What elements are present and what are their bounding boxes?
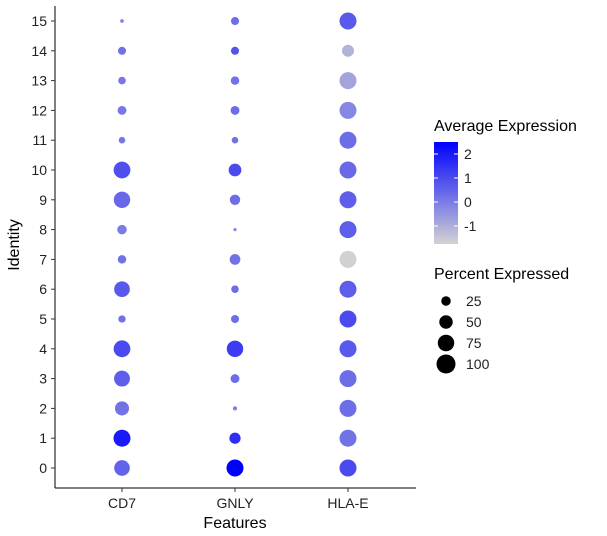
dot-cd7-1 [113, 429, 131, 447]
size-legend-label: 100 [466, 356, 490, 372]
y-tick-label: 4 [39, 341, 47, 357]
dot-cd7-13 [118, 76, 126, 85]
y-tick-label: 5 [39, 311, 47, 327]
size-legend-label: 75 [466, 335, 482, 351]
size-legend: Percent Expressed 25 50 75 100 [434, 266, 569, 374]
dot-hla-e-5 [339, 310, 357, 328]
y-axis-title: Identity [6, 219, 23, 271]
x-tick-label: GNLY [216, 495, 254, 511]
dot-gnly-8 [233, 227, 237, 232]
dot-cd7-3 [114, 370, 130, 387]
dot-cd7-12 [117, 105, 127, 115]
dot-hla-e-12 [339, 101, 357, 119]
size-legend-dot [436, 354, 456, 374]
size-legend-items: 25 50 75 100 [436, 293, 490, 374]
size-legend-label: 25 [466, 293, 482, 309]
dot-gnly-4 [226, 340, 244, 358]
dot-hla-e-8 [339, 221, 357, 239]
dot-cd7-5 [118, 315, 126, 323]
y-tick-label: 9 [39, 192, 47, 208]
color-legend-tick-label: 1 [464, 170, 472, 186]
dot-gnly-5 [230, 314, 240, 324]
y-tick-label: 8 [39, 222, 47, 238]
dot-gnly-7 [229, 254, 241, 265]
size-legend-dot [439, 315, 453, 329]
dot-gnly-2 [232, 406, 238, 411]
y-tick-label: 10 [31, 162, 47, 178]
dot-cd7-10 [113, 161, 131, 179]
dot-gnly-14 [230, 46, 240, 55]
x-axis-ticks: CD7 GNLY HLA-E [108, 488, 369, 511]
dot-hla-e-1 [339, 429, 357, 447]
x-tick-label: HLA-E [327, 495, 368, 511]
x-tick-label: CD7 [108, 495, 136, 511]
dot-hla-e-9 [339, 191, 357, 209]
y-tick-label: 14 [31, 43, 47, 59]
dot-cd7-14 [117, 46, 127, 55]
y-tick-label: 0 [39, 460, 47, 476]
y-tick-label: 13 [31, 73, 47, 89]
size-legend-title: Percent Expressed [434, 266, 569, 283]
dot-cd7-11 [118, 136, 126, 144]
dot-hla-e-15 [339, 12, 357, 30]
color-legend-tick-label: 0 [464, 194, 472, 210]
dot-gnly-1 [229, 432, 241, 444]
y-tick-label: 7 [39, 251, 47, 267]
y-tick-label: 12 [31, 102, 47, 118]
dot-hla-e-10 [339, 161, 357, 179]
dot-hla-e-11 [339, 131, 357, 149]
color-legend-bar [434, 142, 458, 244]
color-legend-tick-label: -1 [464, 218, 477, 234]
dot-cd7-6 [114, 281, 130, 298]
dot-gnly-10 [228, 163, 242, 177]
dot-cd7-15 [120, 19, 124, 23]
dot-cd7-2 [114, 401, 130, 416]
dot-gnly-13 [230, 76, 240, 85]
dot-gnly-9 [229, 194, 241, 205]
y-tick-label: 6 [39, 281, 47, 297]
dot-gnly-15 [230, 16, 240, 26]
dot-gnly-6 [231, 285, 239, 294]
dot-hla-e-0 [339, 459, 357, 477]
dot-cd7-8 [117, 224, 127, 235]
color-legend-tick-label: 2 [464, 146, 472, 162]
dot-gnly-11 [231, 136, 239, 144]
dot-hla-e-13 [339, 72, 357, 90]
size-legend-dot [441, 296, 451, 306]
dot-cd7-4 [113, 340, 131, 358]
y-tick-label: 11 [32, 132, 47, 148]
dot-hla-e-4 [339, 340, 357, 358]
dot-hla-e-3 [339, 370, 357, 388]
y-tick-label: 3 [39, 371, 47, 387]
dots-layer [113, 12, 357, 477]
dot-cd7-7 [117, 255, 127, 264]
dot-gnly-3 [230, 374, 240, 384]
dot-hla-e-2 [339, 399, 357, 417]
dot-cd7-0 [114, 460, 130, 476]
color-legend-title: Average Expression [434, 118, 577, 135]
dot-hla-e-7 [339, 250, 357, 268]
size-legend-label: 50 [466, 314, 482, 330]
size-legend-dot [437, 334, 455, 352]
dot-hla-e-6 [339, 280, 357, 298]
y-tick-label: 15 [31, 13, 47, 29]
x-axis-title: Features [203, 515, 266, 532]
dot-hla-e-14 [341, 44, 355, 57]
dot-gnly-12 [230, 105, 240, 115]
y-tick-label: 1 [39, 430, 47, 446]
color-legend: Average Expression 2 1 0 -1 [434, 118, 577, 244]
color-legend-ticks: 2 1 0 -1 [434, 146, 477, 234]
dot-gnly-0 [226, 459, 244, 477]
y-tick-label: 2 [39, 400, 47, 416]
dot-cd7-9 [113, 191, 131, 209]
